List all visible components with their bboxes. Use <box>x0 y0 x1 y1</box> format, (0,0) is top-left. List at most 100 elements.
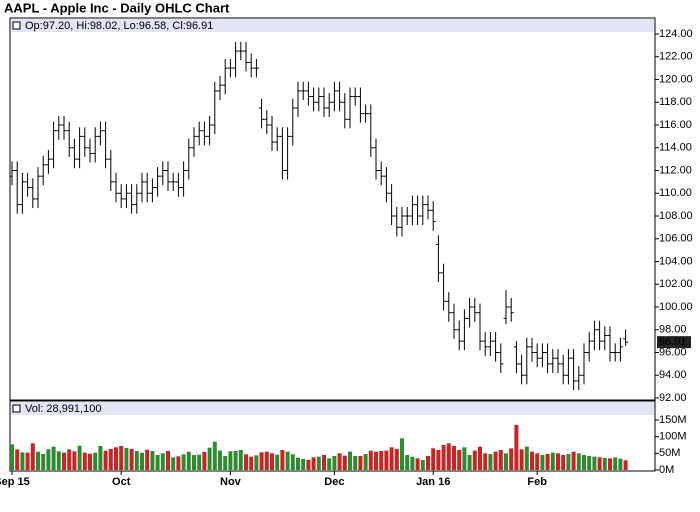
volume-bar <box>571 451 576 470</box>
volume-bar <box>446 443 451 470</box>
x-tick-label: Dec <box>324 476 344 488</box>
y-tick-label: 92.00 <box>659 392 687 404</box>
volume-bar <box>98 446 103 470</box>
x-tick-label: Nov <box>220 476 242 488</box>
volume-bar <box>566 454 571 470</box>
volume-bar <box>56 451 61 470</box>
volume-bar <box>88 453 92 470</box>
volume-bar <box>114 447 118 470</box>
volume-bar <box>322 455 326 470</box>
volume-bar <box>504 453 508 470</box>
volume-bar <box>467 455 472 470</box>
volume-bar <box>228 451 233 470</box>
volume-bar <box>259 452 264 470</box>
y-tick-label: 100.00 <box>659 301 693 313</box>
volume-bar <box>108 449 113 470</box>
x-tick-label: Oct <box>112 476 131 488</box>
y-tick-label: 104.00 <box>659 255 693 267</box>
volume-bar <box>405 455 410 470</box>
volume-bar <box>119 446 124 470</box>
x-tick-label: Feb <box>527 476 547 488</box>
volume-bar <box>129 449 134 470</box>
volume-bar <box>358 456 363 470</box>
volume-bar <box>348 451 352 470</box>
volume-bar <box>62 452 66 470</box>
y-tick-label: 94.00 <box>659 369 687 381</box>
y-tick-label: 100M <box>659 431 687 443</box>
panel-icon <box>12 21 21 30</box>
volume-bar <box>618 458 623 470</box>
y-tick-label: 112.00 <box>659 164 692 176</box>
volume-bar <box>301 459 306 470</box>
volume-bar <box>535 453 540 470</box>
volume-bar <box>462 447 467 470</box>
volume-bar <box>498 450 503 470</box>
volume-bar <box>15 449 20 470</box>
volume-bar <box>420 460 425 470</box>
volume-bar <box>67 449 72 470</box>
volume-bar <box>613 457 618 470</box>
volume-bar <box>285 451 290 470</box>
volume-bar <box>431 448 436 470</box>
volume-bar <box>374 451 378 470</box>
volume-bar <box>296 457 300 470</box>
volume-bar <box>171 457 176 470</box>
volume-bar <box>327 458 332 470</box>
y-tick-label: 50M <box>659 447 680 459</box>
y-tick-label: 124.00 <box>659 28 693 40</box>
last-price-box <box>657 336 691 349</box>
volume-bar <box>540 455 545 470</box>
volume-bar <box>264 451 269 470</box>
volume-bar <box>140 452 144 470</box>
volume-bar <box>207 447 212 470</box>
volume-bar <box>332 456 337 470</box>
volume-bar <box>197 454 202 470</box>
volume-bar <box>160 453 165 470</box>
y-tick-label: 96.00 <box>659 346 687 358</box>
volume-bar <box>441 445 446 470</box>
volume-bar <box>410 456 415 470</box>
volume-bar <box>181 454 186 470</box>
volume-bar <box>233 451 238 470</box>
x-tick-label: Sep 15 <box>0 476 30 488</box>
volume-bar <box>582 455 586 470</box>
volume-bar <box>472 450 477 470</box>
volume-bar <box>483 453 488 470</box>
y-tick-label: 120.00 <box>659 73 693 85</box>
y-tick-label: 122.00 <box>659 51 693 63</box>
volume-bar <box>36 451 40 470</box>
volume-bar <box>342 455 347 470</box>
volume-bar <box>623 460 628 470</box>
volume-bar <box>218 450 222 470</box>
volume-bar <box>30 443 35 470</box>
volume-bar <box>25 452 30 470</box>
volume-bar <box>561 455 566 470</box>
volume-bar <box>103 450 108 470</box>
volume-bar <box>202 452 207 470</box>
volume-bar <box>134 451 139 470</box>
volume-bar <box>353 456 358 470</box>
info-band <box>11 402 654 415</box>
volume-bar <box>545 454 550 470</box>
volume-bar <box>524 446 529 470</box>
chart-title: AAPL - Apple Inc - Daily OHLC Chart <box>4 0 230 15</box>
y-tick-label: 110.00 <box>659 187 692 199</box>
volume-bar <box>186 451 191 470</box>
volume-bar <box>493 451 498 470</box>
volume-bar <box>514 425 519 470</box>
volume-bar <box>46 449 51 470</box>
y-tick-label: 114.00 <box>659 142 692 154</box>
price-panel <box>9 17 656 401</box>
volume-bar <box>316 456 321 470</box>
volume-bar <box>150 451 155 470</box>
volume-bar <box>379 451 384 470</box>
y-tick-label: 116.00 <box>659 119 692 131</box>
volume-bar <box>384 450 389 470</box>
volume-bar <box>478 446 482 470</box>
volume-bar <box>238 450 243 470</box>
y-tick-label: 106.00 <box>659 233 693 245</box>
volume-bar <box>82 452 87 470</box>
volume-bar <box>436 450 441 470</box>
volume-bar <box>290 454 295 470</box>
